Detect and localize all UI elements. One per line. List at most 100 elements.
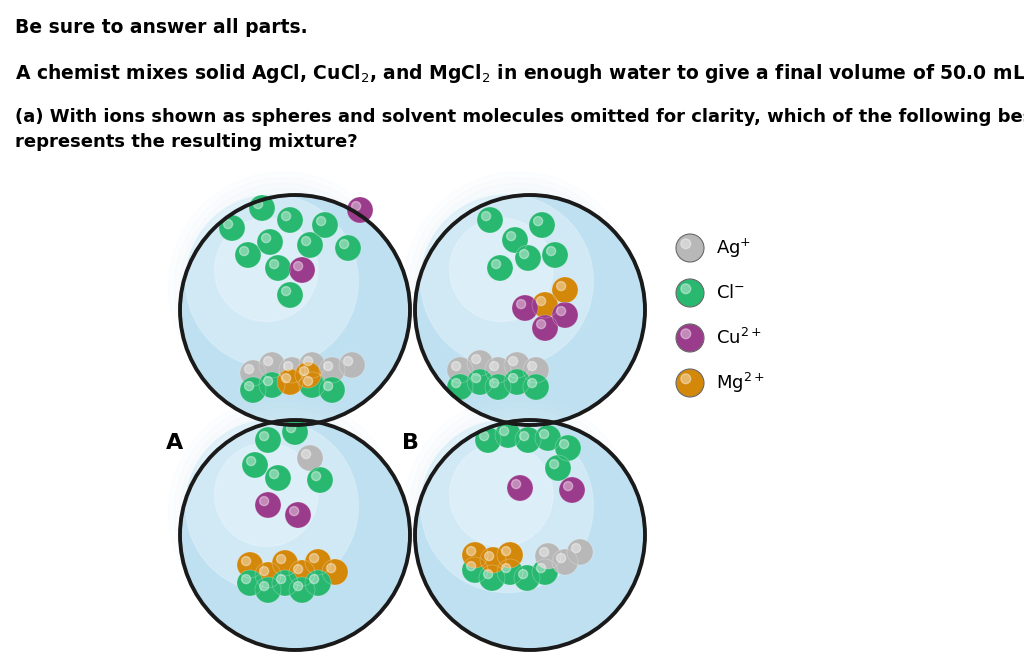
Circle shape: [421, 420, 593, 592]
Text: (a) With ions shown as spheres and solvent molecules omitted for clarity, which : (a) With ions shown as spheres and solve…: [15, 108, 1024, 126]
Circle shape: [242, 575, 251, 584]
Circle shape: [303, 357, 312, 365]
Circle shape: [567, 539, 593, 565]
Circle shape: [516, 300, 525, 309]
Circle shape: [496, 264, 542, 310]
Circle shape: [535, 425, 561, 451]
Circle shape: [255, 483, 312, 541]
Circle shape: [443, 438, 593, 586]
Circle shape: [324, 361, 333, 371]
Circle shape: [489, 379, 499, 388]
Circle shape: [504, 369, 530, 395]
Circle shape: [415, 420, 645, 650]
Circle shape: [284, 361, 293, 371]
Circle shape: [497, 559, 523, 585]
Circle shape: [557, 306, 565, 316]
Circle shape: [467, 369, 493, 395]
Circle shape: [327, 564, 336, 573]
Circle shape: [301, 237, 310, 245]
Circle shape: [571, 544, 581, 552]
Text: B: B: [401, 433, 419, 453]
Circle shape: [514, 565, 540, 591]
Circle shape: [185, 189, 381, 385]
Circle shape: [295, 362, 321, 388]
Circle shape: [255, 258, 312, 316]
Circle shape: [518, 569, 527, 579]
Circle shape: [297, 445, 323, 471]
Circle shape: [467, 236, 570, 338]
Circle shape: [294, 262, 303, 271]
Circle shape: [180, 184, 387, 390]
Circle shape: [289, 560, 315, 586]
Circle shape: [247, 457, 256, 466]
Circle shape: [231, 461, 335, 564]
Circle shape: [462, 557, 488, 583]
Circle shape: [523, 374, 549, 400]
Circle shape: [263, 377, 272, 386]
Circle shape: [555, 435, 581, 461]
Circle shape: [259, 372, 285, 398]
Circle shape: [294, 565, 303, 573]
Circle shape: [563, 482, 572, 491]
Circle shape: [427, 195, 610, 379]
Circle shape: [260, 489, 306, 535]
Circle shape: [472, 466, 564, 558]
Circle shape: [540, 548, 549, 557]
Circle shape: [452, 379, 461, 388]
Circle shape: [681, 374, 691, 384]
Circle shape: [214, 218, 318, 321]
Circle shape: [507, 475, 534, 501]
Circle shape: [504, 352, 530, 378]
Circle shape: [255, 562, 281, 588]
Circle shape: [676, 324, 705, 352]
Circle shape: [502, 270, 536, 304]
Circle shape: [309, 554, 318, 563]
Circle shape: [681, 284, 691, 294]
Circle shape: [410, 178, 628, 396]
Circle shape: [489, 483, 547, 541]
Circle shape: [512, 295, 538, 321]
Circle shape: [316, 216, 326, 226]
Circle shape: [545, 455, 571, 481]
Circle shape: [260, 264, 306, 310]
Circle shape: [519, 432, 528, 441]
Circle shape: [278, 282, 303, 308]
Circle shape: [209, 438, 358, 586]
Circle shape: [272, 501, 295, 523]
Circle shape: [285, 502, 311, 528]
Circle shape: [322, 559, 348, 585]
Circle shape: [191, 420, 376, 604]
Circle shape: [259, 352, 285, 378]
Circle shape: [461, 455, 575, 569]
Circle shape: [676, 234, 705, 262]
Circle shape: [299, 372, 325, 398]
Circle shape: [467, 562, 476, 571]
Circle shape: [487, 255, 513, 281]
Circle shape: [279, 357, 305, 383]
Circle shape: [475, 427, 501, 453]
Circle shape: [550, 460, 559, 468]
Circle shape: [272, 570, 298, 596]
Circle shape: [174, 403, 393, 621]
Circle shape: [307, 467, 333, 493]
Circle shape: [312, 212, 338, 238]
Circle shape: [309, 575, 318, 584]
Circle shape: [276, 575, 286, 584]
Circle shape: [472, 241, 564, 333]
Circle shape: [507, 276, 530, 298]
Circle shape: [676, 369, 705, 397]
Circle shape: [266, 495, 301, 529]
Circle shape: [452, 361, 461, 371]
Circle shape: [263, 357, 272, 365]
Circle shape: [477, 207, 503, 233]
Circle shape: [484, 478, 553, 546]
Circle shape: [278, 207, 303, 233]
Circle shape: [343, 357, 352, 365]
Circle shape: [492, 260, 501, 269]
Circle shape: [240, 247, 249, 256]
Circle shape: [180, 420, 410, 650]
Text: Be sure to answer all parts.: Be sure to answer all parts.: [15, 18, 307, 37]
Circle shape: [507, 232, 516, 241]
Circle shape: [462, 542, 488, 568]
Circle shape: [467, 350, 493, 376]
